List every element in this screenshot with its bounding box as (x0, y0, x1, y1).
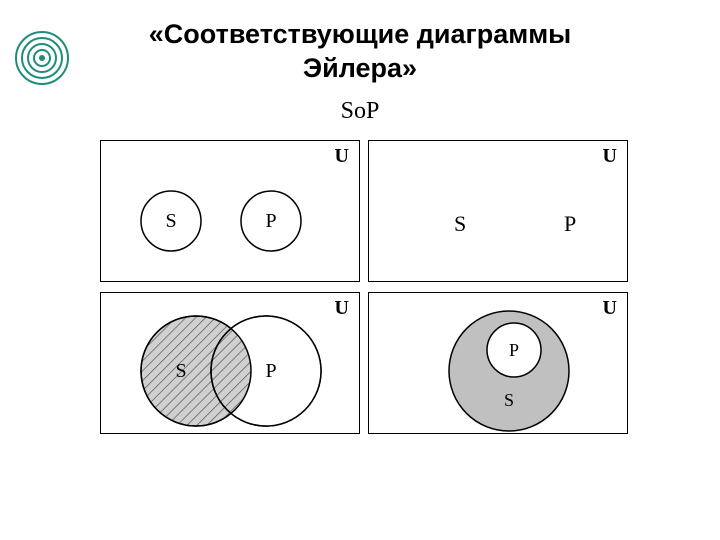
s-label: S (454, 211, 466, 237)
panel-nested: U P S (368, 292, 628, 434)
panel-disjoint: U S P (100, 140, 360, 282)
slide-subtitle: SoP (0, 98, 720, 125)
p-label: P (564, 211, 576, 237)
grid-row-1: U S P U S P (100, 140, 636, 282)
universe-label: U (603, 145, 617, 168)
circle-p-label: P (265, 210, 276, 232)
panel3-svg: S P (101, 293, 360, 434)
panel-labels-only: U S P (368, 140, 628, 282)
panel4-svg: P S (369, 293, 628, 434)
panel-overlap-hatched: U (100, 292, 360, 434)
grid-row-2: U (100, 292, 636, 434)
title-line-2: Эйлера» (303, 53, 417, 83)
p-label: P (265, 360, 276, 382)
p-label: P (509, 340, 519, 360)
s-label: S (504, 390, 514, 410)
title-line-1: «Соответствующие диаграммы (149, 19, 571, 49)
universe-label: U (335, 145, 349, 168)
s-label: S (175, 360, 186, 382)
universe-label: U (603, 297, 617, 320)
circle-s-label: S (165, 210, 176, 232)
diagram-grid: U S P U S P U (100, 140, 636, 444)
panel1-svg: S P (101, 141, 360, 282)
universe-label: U (335, 297, 349, 320)
page-title: «Соответствующие диаграммы Эйлера» (0, 18, 720, 86)
